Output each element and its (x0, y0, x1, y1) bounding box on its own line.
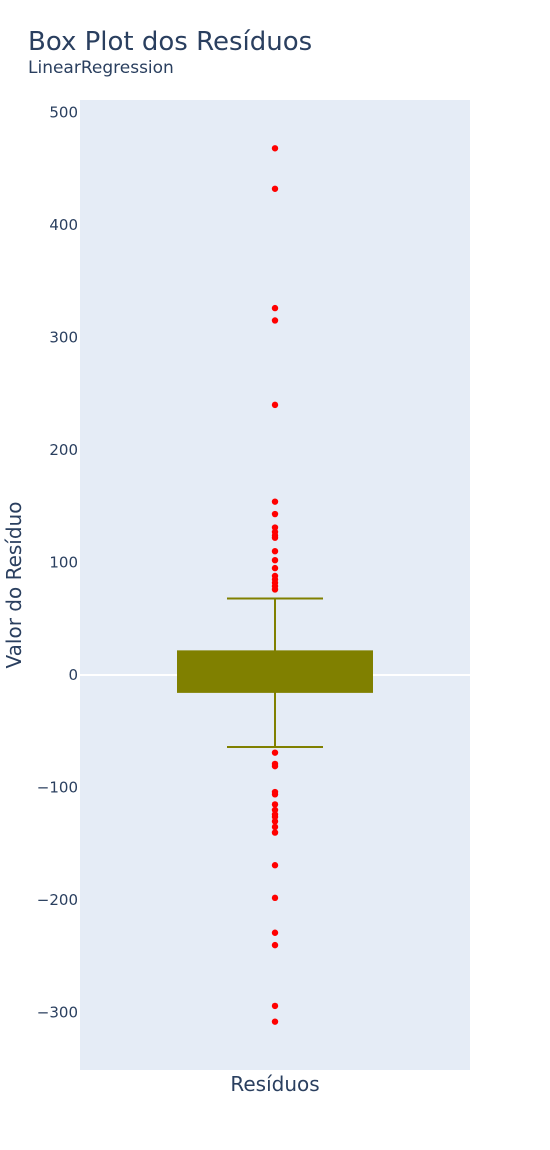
outlier-point (271, 862, 279, 869)
y-tick-label: 300 (49, 328, 78, 346)
outlier-point (271, 547, 279, 555)
box-trace (177, 597, 373, 749)
outlier-point (271, 401, 279, 409)
y-axis-title: Valor do Resíduo (2, 502, 26, 669)
y-tick-label: 200 (49, 441, 78, 459)
outlier-point (271, 185, 279, 192)
chart-title: Box Plot dos Resíduos (28, 27, 312, 57)
outlier-point (271, 586, 279, 593)
interquartile-box (177, 650, 373, 693)
outlier-point (271, 317, 279, 324)
x-axis-title: Resíduos (230, 1072, 319, 1096)
outlier-point (271, 801, 279, 808)
outlier-point (271, 498, 279, 505)
y-tick-label: 0 (68, 666, 78, 684)
outlier-point (271, 818, 279, 825)
outlier-point (271, 894, 279, 902)
outlier-point (271, 556, 279, 564)
y-tick-label: −200 (37, 891, 78, 909)
outlier-point (271, 510, 279, 518)
outlier-point (271, 564, 279, 572)
outlier-point (271, 524, 279, 531)
outlier-point (271, 304, 279, 312)
outlier-point (271, 1018, 279, 1025)
outlier-point (271, 823, 279, 831)
y-tick-label: 100 (49, 553, 78, 571)
outlier-point (271, 749, 279, 756)
outlier-point (271, 806, 279, 814)
outlier-point (271, 791, 279, 798)
outlier-point (271, 534, 279, 541)
outlier-points (271, 145, 279, 1025)
y-axis-ticks: 500 400 300 200 100 0 −100 −200 −300 (37, 103, 78, 1021)
outlier-point (271, 929, 279, 936)
chart-subtitle: LinearRegression (28, 58, 174, 78)
outlier-point (271, 941, 279, 949)
outlier-point (271, 1002, 279, 1010)
outlier-point (271, 145, 279, 152)
y-tick-label: −100 (37, 779, 78, 797)
y-tick-label: 500 (49, 103, 78, 121)
y-tick-label: 400 (49, 216, 78, 234)
outlier-point (271, 813, 279, 821)
y-tick-label: −300 (37, 1004, 78, 1022)
outlier-point (271, 762, 279, 770)
outlier-point (271, 829, 279, 836)
